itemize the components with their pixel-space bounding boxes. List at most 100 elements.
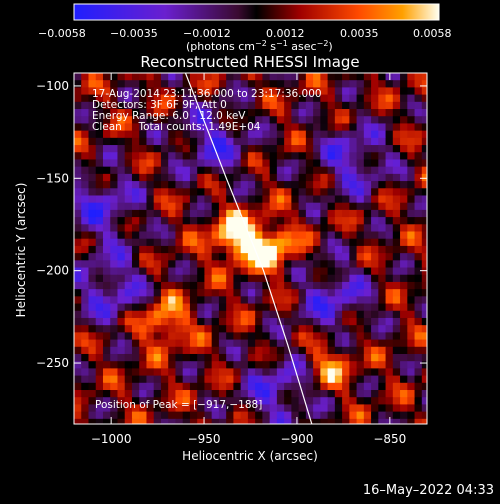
heatmap-cell: [197, 94, 205, 103]
heatmap-cell: [356, 173, 365, 182]
heatmap-cell: [305, 159, 314, 168]
heatmap-cell: [284, 325, 292, 333]
heatmap-cell: [139, 181, 147, 189]
heatmap-cell: [139, 274, 147, 283]
heatmap-cell: [356, 80, 365, 88]
heatmap-cell: [204, 411, 213, 420]
heatmap-cell: [342, 137, 350, 146]
heatmap-cell: [276, 368, 285, 376]
heatmap-cell: [153, 130, 162, 139]
heatmap-cell: [392, 303, 401, 312]
heatmap-cell: [182, 296, 191, 304]
heatmap-cell: [320, 397, 329, 405]
heatmap-cell: [226, 94, 234, 103]
heatmap-cell: [117, 109, 126, 117]
heatmap-cell: [298, 209, 307, 218]
heatmap-cell: [313, 94, 321, 103]
heatmap-cell: [81, 116, 89, 124]
heatmap-cell: [117, 188, 126, 196]
heatmap-cell: [247, 260, 256, 268]
heatmap-cell: [182, 94, 191, 103]
heatmap-cell: [139, 281, 147, 290]
heatmap-cell: [95, 281, 104, 290]
heatmap-cell: [334, 411, 343, 420]
heatmap-cell: [124, 137, 133, 146]
heatmap-cell: [298, 253, 307, 261]
heatmap-cell: [298, 238, 307, 247]
heatmap-cell: [131, 224, 140, 232]
heatmap-cell: [327, 80, 336, 88]
heatmap-cell: [269, 87, 278, 96]
heatmap-cell: [102, 123, 111, 132]
heatmap-cell: [342, 245, 350, 254]
heatmap-cell: [320, 382, 329, 391]
heatmap-cell: [255, 317, 263, 326]
heatmap-cell: [175, 152, 184, 160]
heatmap-cell: [414, 289, 423, 297]
heatmap-cell: [421, 375, 427, 384]
heatmap-cell: [175, 173, 184, 182]
heatmap-cell: [305, 209, 314, 218]
heatmap-cell: [233, 159, 242, 168]
heatmap-cell: [124, 130, 133, 139]
heatmap-cell: [320, 260, 329, 268]
heatmap-cell: [168, 267, 176, 276]
heatmap-cell: [74, 137, 82, 146]
heatmap-cell: [168, 130, 176, 139]
heatmap-cell: [218, 130, 227, 139]
heatmap-cell: [160, 130, 169, 139]
heatmap-cell: [74, 346, 82, 355]
heatmap-cell: [320, 188, 329, 196]
heatmap-cell: [211, 310, 220, 319]
heatmap-cell: [356, 397, 365, 405]
heatmap-cell: [262, 130, 271, 139]
heatmap-cell: [320, 181, 329, 189]
heatmap-cell: [102, 332, 111, 340]
render-timestamp: 16–May–2022 04:33: [362, 483, 494, 498]
heatmap-cell: [233, 152, 242, 160]
heatmap-cell: [407, 209, 415, 218]
heatmap-cell: [313, 418, 321, 424]
heatmap-cell: [276, 101, 285, 110]
heatmap-cell: [298, 94, 307, 103]
heatmap-cell: [327, 368, 336, 376]
heatmap-cell: [81, 123, 89, 132]
heatmap-cell: [414, 411, 423, 420]
heatmap-cell: [117, 231, 126, 240]
heatmap-cell: [88, 181, 97, 189]
heatmap-cell: [284, 238, 292, 247]
heatmap-cell: [74, 94, 82, 103]
heatmap-cell: [95, 181, 104, 189]
heatmap-cell: [342, 87, 350, 96]
heatmap-cell: [117, 382, 126, 391]
heatmap-cell: [117, 368, 126, 376]
x-axis-label: Heliocentric X (arcsec): [182, 449, 318, 463]
heatmap-cell: [400, 245, 408, 254]
heatmap-cell: [356, 195, 365, 204]
heatmap-cell: [95, 296, 104, 304]
heatmap-cell: [291, 411, 300, 420]
heatmap-cell: [247, 325, 256, 333]
heatmap-cell: [262, 145, 271, 153]
heatmap-cell: [276, 137, 285, 146]
heatmap-cell: [269, 411, 278, 420]
heatmap-cell: [218, 310, 227, 319]
heatmap-cell: [175, 375, 184, 384]
heatmap-cell: [88, 137, 97, 146]
heatmap-cell: [175, 281, 184, 290]
heatmap-cell: [110, 94, 118, 103]
heatmap-cell: [168, 116, 176, 124]
heatmap-cell: [189, 80, 198, 88]
heatmap-cell: [211, 404, 220, 413]
heatmap-cell: [124, 101, 133, 110]
heatmap-cell: [414, 397, 423, 405]
heatmap-cell: [124, 397, 133, 405]
heatmap-cell: [81, 332, 89, 340]
heatmap-cell: [102, 181, 111, 189]
heatmap-cell: [247, 116, 256, 124]
heatmap-cell: [168, 253, 176, 261]
heatmap-cell: [276, 80, 285, 88]
heatmap-cell: [218, 137, 227, 146]
heatmap-cell: [146, 116, 155, 124]
heatmap-cell: [392, 109, 401, 117]
